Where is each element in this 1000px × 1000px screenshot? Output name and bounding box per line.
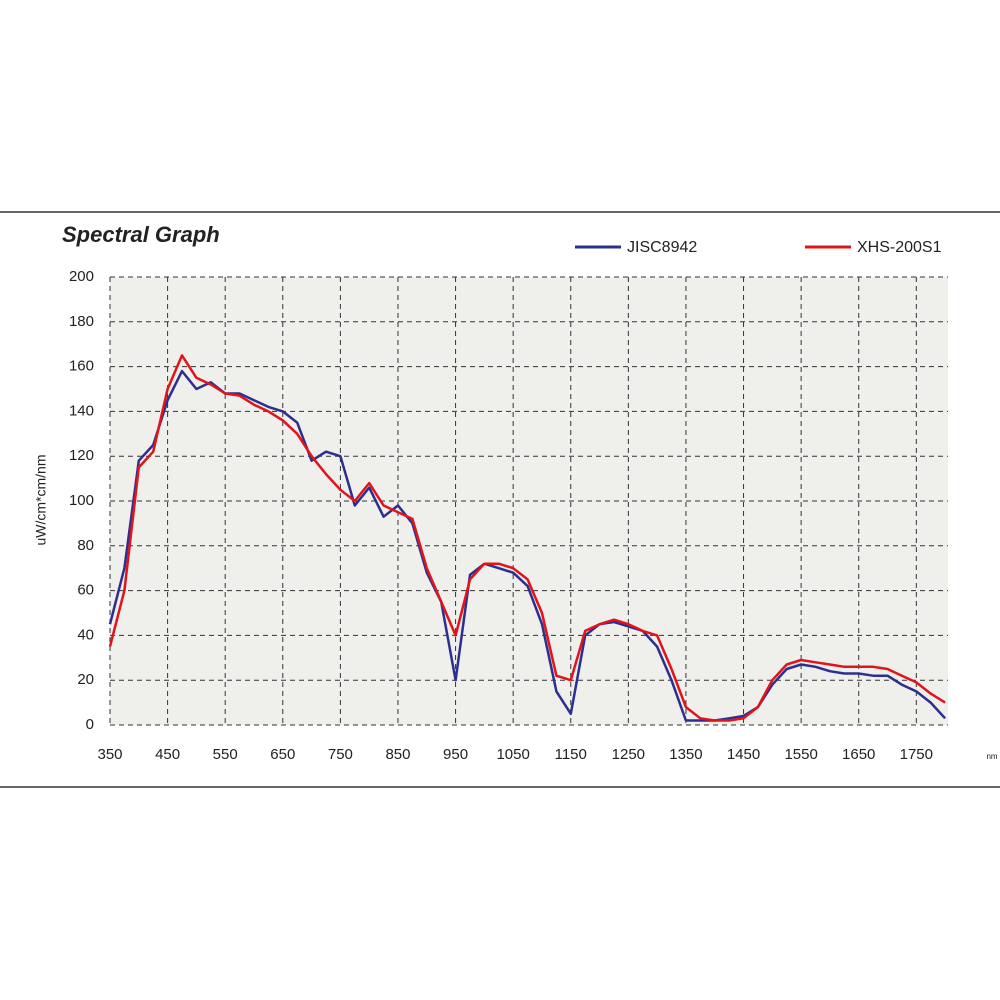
legend-label: JISC8942 [627, 239, 697, 256]
x-tick-label: 750 [328, 746, 353, 763]
y-tick-label: 40 [77, 626, 94, 643]
x-tick-label: 1350 [669, 746, 702, 763]
chart-title: Spectral Graph [62, 222, 220, 247]
x-tick-label: 1450 [727, 746, 760, 763]
series-line [108, 354, 946, 722]
x-tick-label: 950 [443, 746, 468, 763]
x-tick-label: 1050 [496, 746, 529, 763]
x-tick-label: 1750 [900, 746, 933, 763]
y-tick-label: 140 [69, 402, 94, 419]
x-tick-label: 450 [155, 746, 180, 763]
y-tick-label: 80 [77, 537, 94, 554]
x-tick-label: 350 [97, 746, 122, 763]
y-tick-label: 100 [69, 492, 94, 509]
y-axis-label: uW/cm*cm/nm [33, 455, 49, 546]
x-tick-label: 1150 [555, 746, 587, 763]
legend-label: XHS-200S1 [857, 239, 942, 256]
x-axis-label: nm [986, 752, 997, 761]
y-tick-label: 0 [86, 716, 94, 733]
series-line [108, 369, 947, 722]
x-tick-label: 650 [270, 746, 295, 763]
y-tick-label: 120 [69, 447, 94, 464]
x-tick-label: 1550 [784, 746, 817, 763]
y-tick-label: 60 [77, 582, 94, 599]
y-tick-label: 200 [69, 268, 94, 285]
x-tick-label: 1250 [612, 746, 645, 763]
x-tick-label: 550 [213, 746, 238, 763]
y-tick-label: 20 [77, 671, 94, 688]
y-tick-label: 180 [69, 313, 94, 330]
x-tick-label: 1650 [842, 746, 875, 763]
y-tick-label: 160 [69, 358, 94, 375]
x-tick-label: 850 [385, 746, 410, 763]
